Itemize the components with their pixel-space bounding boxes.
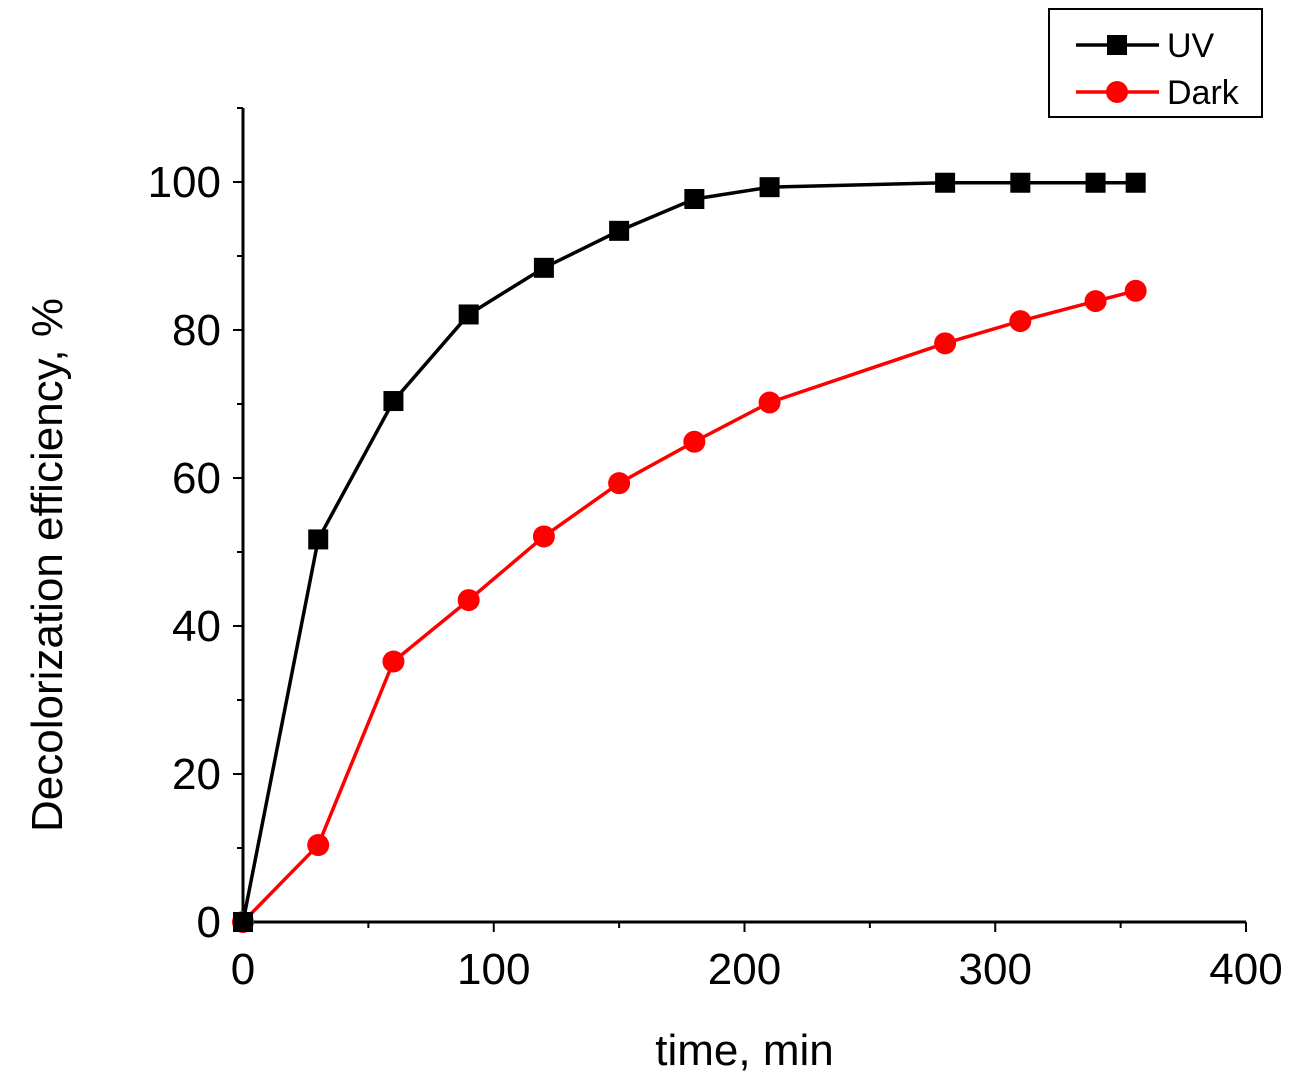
legend-marker-uv [1107,35,1127,55]
data-point-dark [457,589,480,612]
data-point-dark [608,472,631,495]
data-point-uv [1010,172,1031,193]
x-tick-label: 300 [959,945,1032,994]
data-point-dark [934,332,957,355]
y-tick-label: 40 [172,602,221,651]
x-tick-label: 200 [708,945,781,994]
data-point-dark [758,391,781,414]
data-point-dark [683,430,706,453]
y-tick-label: 80 [172,306,221,355]
data-point-uv [935,172,956,193]
data-point-uv [533,257,554,278]
y-tick-label: 0 [197,898,221,947]
legend-label-dark: Dark [1167,74,1240,112]
series-line-dark [241,289,1137,924]
y-tick-label: 100 [148,158,221,207]
data-point-dark [382,650,405,673]
legend-box [1048,8,1263,118]
data-point-uv [458,304,479,325]
data-point-uv [759,177,780,198]
data-point-uv [383,391,404,412]
data-point-dark [307,834,330,857]
x-axis-title: time, min [655,1026,833,1075]
series-layer [232,172,1147,933]
data-point-uv [308,529,329,550]
series-dark [232,279,1147,933]
data-point-dark [532,525,555,548]
x-tick-label: 400 [1209,945,1282,994]
data-point-dark [1124,279,1147,302]
y-tick-label: 20 [172,750,221,799]
data-point-uv [609,220,630,241]
data-point-uv [684,189,705,210]
data-point-uv [1085,172,1106,193]
x-tick-label: 100 [457,945,530,994]
y-tick-label: 60 [172,454,221,503]
data-point-dark [1084,290,1107,313]
legend-marker-dark [1106,81,1128,103]
data-point-uv [1125,172,1146,193]
axes: 0 20 40 60 80 100 0 100 200 300 400 [148,107,1283,994]
legend-label-uv: UV [1167,27,1215,65]
x-tick-label: 0 [231,945,255,994]
legend: UV Dark [1048,8,1263,118]
data-point-uv [233,912,253,932]
series-line-uv [241,180,1136,923]
data-point-dark [1009,310,1032,333]
series-uv [233,172,1146,932]
y-axis-title: Decolorization efficiency, % [23,298,72,832]
